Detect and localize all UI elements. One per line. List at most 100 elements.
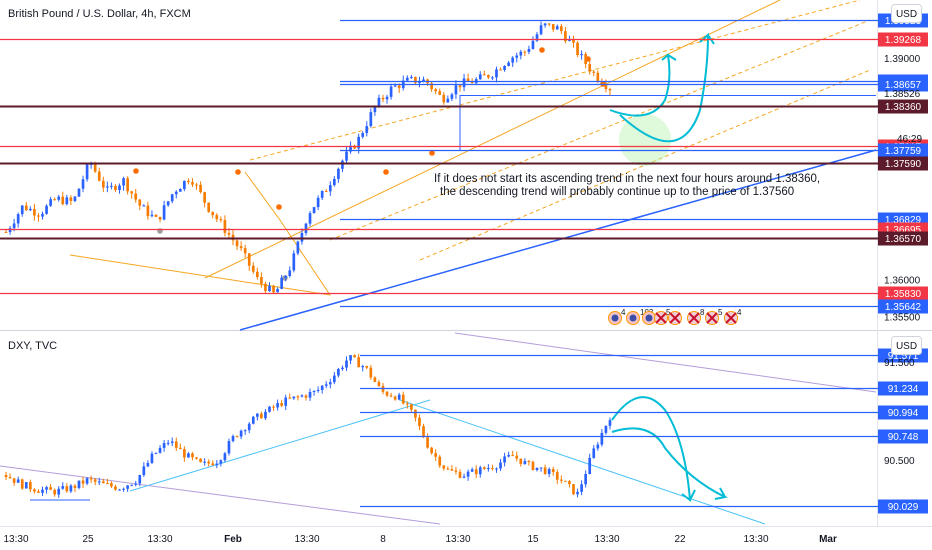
candle-body xyxy=(333,178,336,186)
dxy-candle xyxy=(365,365,369,370)
candle-body xyxy=(551,469,555,473)
candle-body xyxy=(600,432,604,445)
dxy-currency-button[interactable]: USD xyxy=(891,336,922,355)
dxy-candle xyxy=(442,464,446,471)
projection-arrow-up[interactable] xyxy=(609,53,677,117)
candle-body xyxy=(527,461,531,463)
candle-body xyxy=(207,461,211,464)
candle-body xyxy=(572,39,575,43)
gbpusd-candle xyxy=(523,50,527,57)
candle-body xyxy=(239,430,243,437)
price-level[interactable]: 91.571 xyxy=(360,348,928,363)
gbpusd-currency-button[interactable]: USD xyxy=(891,4,922,23)
price-level[interactable]: 90.029 xyxy=(360,499,928,514)
dxy-candle xyxy=(357,353,361,368)
projection-arrow-down[interactable] xyxy=(611,396,696,503)
candle-body xyxy=(199,458,202,463)
price-level[interactable]: 91.234 xyxy=(360,381,928,396)
candle-body xyxy=(559,26,563,32)
candle-body xyxy=(154,214,158,217)
candle-body xyxy=(33,489,36,492)
gbpusd-candle xyxy=(130,190,134,199)
gbpusd-candle xyxy=(543,22,547,28)
channel-line[interactable] xyxy=(419,69,871,261)
candle-body xyxy=(539,25,543,35)
gbpusd-candle xyxy=(381,94,385,103)
gbpusd-title: British Pound / U.S. Dollar, 4h, FXCM xyxy=(8,8,191,20)
price-level-tag xyxy=(878,299,928,314)
price-level[interactable]: 1.37817 xyxy=(0,139,928,154)
candle-body xyxy=(272,285,275,293)
price-level[interactable]: 1.38360 xyxy=(0,99,928,114)
candle-body xyxy=(588,457,592,475)
price-level[interactable]: 1.38690 xyxy=(340,74,928,89)
price-level[interactable]: 1.37590 xyxy=(0,156,928,171)
candle-body xyxy=(211,463,215,466)
candle-body xyxy=(300,233,304,242)
projection-arrow-down[interactable] xyxy=(611,427,729,500)
candle-body xyxy=(527,48,531,52)
highlight-zone xyxy=(619,114,671,166)
price-level[interactable]: 90.748 xyxy=(360,429,928,444)
economic-events[interactable]: 4 103 5 8 5 4 xyxy=(608,308,743,325)
event-flag-uk-icon[interactable] xyxy=(654,311,668,325)
event-flag-uk-icon[interactable] xyxy=(724,311,738,325)
dxy-candle xyxy=(499,458,502,472)
dxy-candle xyxy=(568,480,571,488)
gbpusd-candle xyxy=(154,214,158,218)
event-flag-us-icon[interactable] xyxy=(642,311,656,325)
event-flag-uk-icon[interactable] xyxy=(687,311,701,325)
dxy-candle xyxy=(215,460,219,469)
price-level[interactable]: 1.39268 xyxy=(0,32,928,47)
candle-body xyxy=(414,76,417,83)
channel-line[interactable] xyxy=(249,0,861,161)
gbpusd-price-levels: 1.39523 1.39268 1.386901.38657 1.38360 1.378… xyxy=(0,13,928,323)
gbpusd-candle xyxy=(328,181,332,196)
event-flag-uk-icon[interactable] xyxy=(668,311,682,325)
candle-body xyxy=(211,211,215,216)
price-level[interactable]: 1.38657 xyxy=(340,77,928,92)
gbpusd-candle xyxy=(503,65,506,72)
candle-body xyxy=(280,277,283,289)
gbpusd-candle xyxy=(114,184,117,192)
candle-body xyxy=(118,489,121,491)
price-level[interactable]: 1.35642 xyxy=(340,299,928,314)
candle-body xyxy=(130,191,134,194)
dxy-candle xyxy=(288,393,292,400)
price-level[interactable]: 1.36695 xyxy=(0,222,928,237)
price-level[interactable]: 1.36829 xyxy=(340,212,928,227)
trendline[interactable] xyxy=(399,399,766,525)
price-level[interactable]: 1.39523 xyxy=(340,13,928,28)
candle-body xyxy=(118,185,121,191)
candle-body xyxy=(434,89,438,92)
candle-body xyxy=(69,197,73,201)
candle-body xyxy=(162,205,166,220)
price-level[interactable]: 90.994 xyxy=(360,405,928,420)
candle-body xyxy=(4,231,8,233)
candle-body xyxy=(73,196,77,201)
pattern-line[interactable] xyxy=(69,171,332,296)
event-flag-uk-icon[interactable] xyxy=(705,311,719,325)
price-level-value: 90.994 xyxy=(888,408,919,419)
price-level[interactable]: 1.37759 xyxy=(340,143,928,158)
dxy-candle xyxy=(543,464,547,475)
trendline[interactable] xyxy=(0,465,441,525)
trendline[interactable] xyxy=(239,149,877,331)
price-level[interactable]: 1.36570 xyxy=(0,231,928,246)
channel-line[interactable] xyxy=(329,19,871,241)
trendline[interactable] xyxy=(454,332,877,393)
candle-body xyxy=(255,271,259,278)
event-flag-us-icon[interactable] xyxy=(626,311,640,325)
candle-body xyxy=(308,391,312,398)
candle-body xyxy=(511,57,515,63)
bottom-drawings xyxy=(0,332,877,525)
dxy-candle xyxy=(53,488,57,497)
dxy-candle xyxy=(154,452,158,455)
dxy-candle xyxy=(264,408,267,421)
price-level[interactable]: 1.35830 xyxy=(0,286,928,301)
event-flag-us-icon[interactable] xyxy=(608,311,622,325)
candle-body xyxy=(491,77,494,79)
candle-body xyxy=(235,436,239,438)
trendline[interactable] xyxy=(129,399,431,492)
